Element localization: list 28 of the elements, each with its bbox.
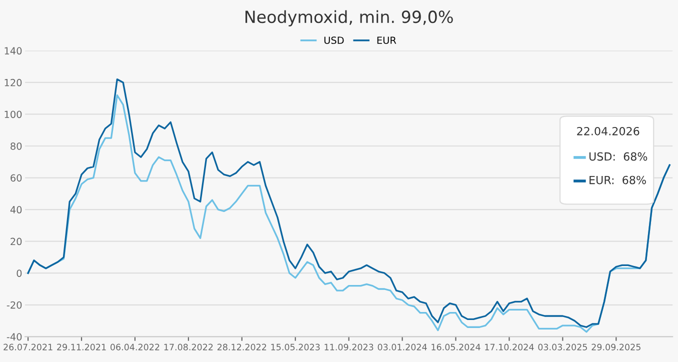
y-tick-label: 100 [4,110,22,118]
x-tick-label: 26.07.2021 [4,344,52,350]
x-tick-label: 17.10.2024 [485,344,534,350]
x-tick-label: 29.11.2021 [57,344,106,350]
y-tick-label: -40 [6,333,22,340]
y-tick-label: 80 [10,142,22,150]
x-tick-label: 15.05.2023 [271,344,320,350]
y-tick-label: 40 [10,206,22,214]
y-tick-label: 60 [10,174,22,182]
x-tick-label: 17.08.2022 [164,344,213,350]
legend-label: EUR [377,36,396,44]
annotation: EUR: 68% [590,176,646,184]
x-tick-label: 29.09.2025 [592,344,640,350]
x-tick-label: 28.12.2022 [218,344,266,350]
y-tick-label: 0 [16,270,22,277]
annotation: USD: 68% [589,152,648,161]
x-tick-label: 11.09.2023 [324,344,374,350]
chart-title: Neodymoxid, min. 99,0% [246,10,453,26]
x-tick-label: 03.03.2025 [538,344,587,350]
legend-label: USD [324,36,344,44]
y-tick-label: 120 [4,78,22,86]
x-tick-label: 06.04.2022 [110,344,160,350]
x-tick-label: 16.05.2024 [432,344,480,350]
x-tick-label: 03.01.2024 [378,344,427,350]
y-tick-label: 140 [4,47,22,55]
y-tick-label: 20 [10,238,22,246]
y-tick-label: -20 [6,301,22,309]
annotation: 22.04.2026 [577,126,640,136]
